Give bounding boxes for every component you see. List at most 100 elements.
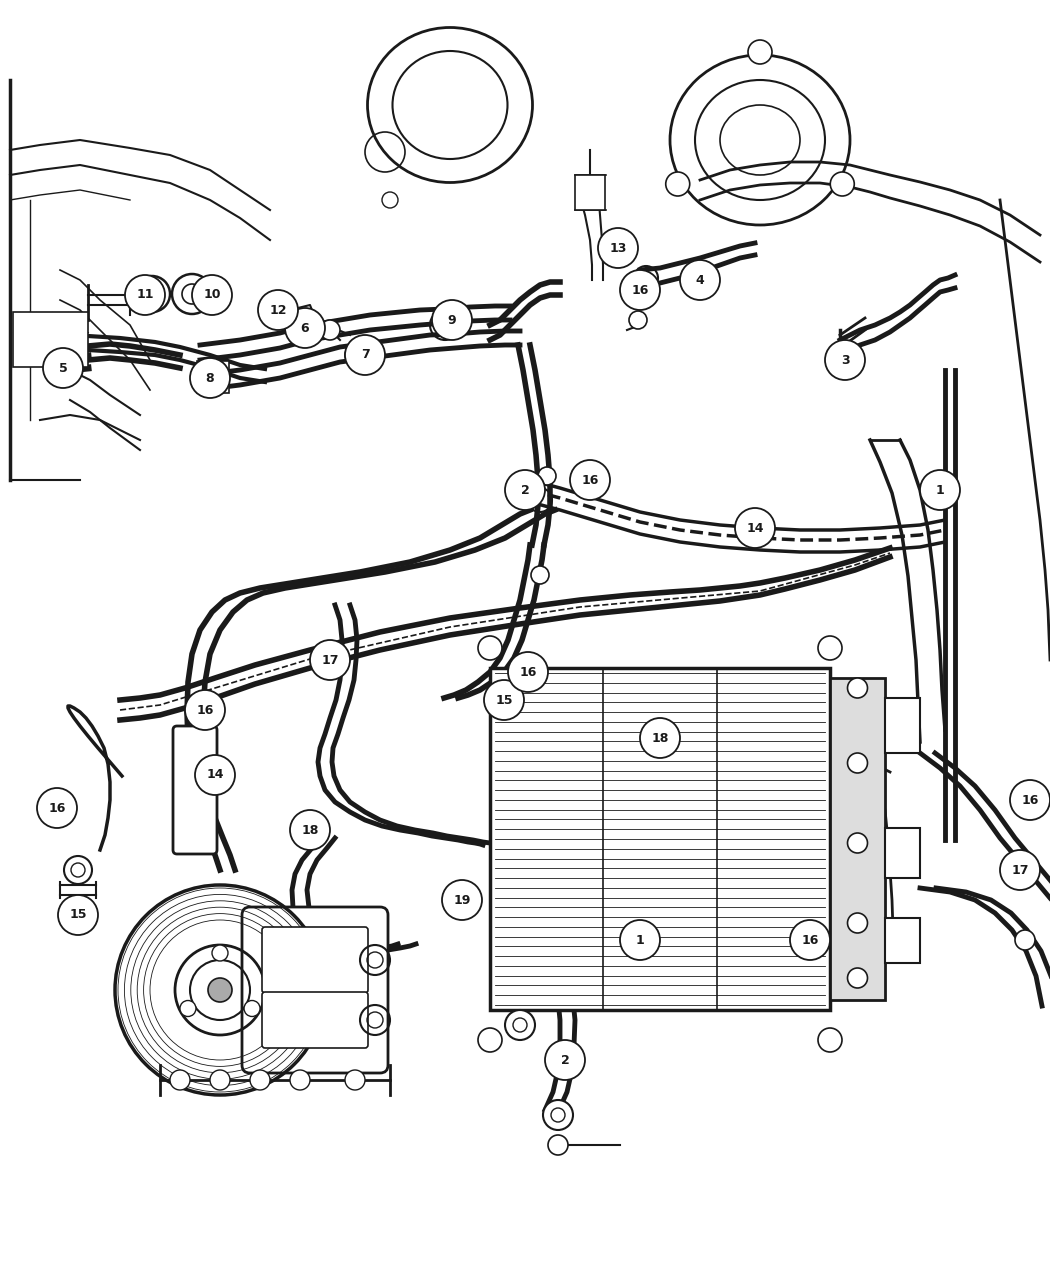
FancyBboxPatch shape — [13, 312, 88, 367]
FancyBboxPatch shape — [885, 697, 920, 754]
FancyBboxPatch shape — [197, 361, 229, 393]
Circle shape — [847, 754, 867, 773]
FancyBboxPatch shape — [490, 668, 830, 1010]
Text: 16: 16 — [582, 473, 598, 487]
Text: 18: 18 — [651, 732, 669, 745]
Text: 18: 18 — [301, 824, 319, 836]
Text: 15: 15 — [69, 909, 87, 922]
Text: 16: 16 — [631, 283, 649, 297]
Circle shape — [508, 652, 548, 692]
Circle shape — [484, 680, 524, 720]
Circle shape — [208, 771, 226, 789]
Circle shape — [818, 636, 842, 660]
Text: 14: 14 — [206, 769, 224, 782]
Circle shape — [244, 1001, 260, 1016]
Text: 13: 13 — [609, 241, 627, 255]
Circle shape — [531, 566, 549, 584]
Circle shape — [666, 172, 690, 196]
Circle shape — [570, 460, 610, 500]
Circle shape — [250, 1070, 270, 1090]
Circle shape — [345, 1070, 365, 1090]
Circle shape — [920, 470, 960, 510]
Circle shape — [847, 913, 867, 933]
Circle shape — [208, 978, 232, 1002]
Text: 6: 6 — [300, 321, 310, 334]
Circle shape — [192, 275, 232, 315]
FancyBboxPatch shape — [885, 918, 920, 963]
Circle shape — [505, 470, 545, 510]
FancyBboxPatch shape — [575, 175, 605, 210]
Text: 1: 1 — [936, 483, 944, 496]
Text: 3: 3 — [841, 353, 849, 366]
Circle shape — [49, 803, 67, 821]
Circle shape — [43, 348, 83, 388]
FancyBboxPatch shape — [885, 827, 920, 878]
Circle shape — [543, 1100, 573, 1130]
Circle shape — [345, 346, 365, 365]
Circle shape — [790, 921, 830, 960]
Circle shape — [37, 788, 77, 827]
Text: 16: 16 — [520, 666, 537, 678]
Text: 19: 19 — [454, 894, 470, 907]
Text: 8: 8 — [206, 371, 214, 385]
Text: 9: 9 — [447, 314, 457, 326]
Circle shape — [320, 320, 340, 340]
Text: 17: 17 — [321, 654, 339, 667]
Circle shape — [432, 300, 472, 340]
Circle shape — [640, 718, 680, 759]
Circle shape — [478, 1028, 502, 1052]
Circle shape — [258, 289, 298, 330]
Circle shape — [125, 275, 165, 315]
Circle shape — [285, 309, 326, 348]
Circle shape — [290, 810, 330, 850]
Circle shape — [345, 335, 385, 375]
Circle shape — [1010, 780, 1050, 820]
Text: 15: 15 — [496, 694, 512, 706]
Circle shape — [478, 636, 502, 660]
Circle shape — [290, 1070, 310, 1090]
FancyBboxPatch shape — [242, 907, 388, 1074]
Circle shape — [185, 690, 225, 731]
Text: 4: 4 — [695, 274, 705, 287]
Text: 16: 16 — [1022, 793, 1038, 807]
Circle shape — [548, 1135, 568, 1155]
Text: 10: 10 — [204, 288, 220, 301]
Text: 16: 16 — [48, 802, 66, 815]
Circle shape — [847, 833, 867, 853]
Circle shape — [58, 895, 98, 935]
Circle shape — [748, 40, 772, 64]
Circle shape — [620, 270, 660, 310]
Circle shape — [1000, 850, 1040, 890]
Circle shape — [505, 1010, 536, 1040]
Circle shape — [180, 1001, 196, 1016]
Text: 17: 17 — [1011, 863, 1029, 876]
Circle shape — [680, 260, 720, 300]
Circle shape — [195, 755, 235, 796]
Text: 11: 11 — [136, 288, 153, 301]
Text: 12: 12 — [269, 303, 287, 316]
Text: 16: 16 — [196, 704, 214, 717]
FancyBboxPatch shape — [262, 992, 368, 1048]
Text: 7: 7 — [360, 348, 370, 362]
Circle shape — [620, 921, 660, 960]
Circle shape — [818, 1028, 842, 1052]
Circle shape — [64, 856, 92, 884]
FancyBboxPatch shape — [173, 725, 217, 854]
Circle shape — [310, 640, 350, 680]
Text: 16: 16 — [801, 933, 819, 946]
Text: 1: 1 — [635, 933, 645, 946]
Circle shape — [598, 228, 638, 268]
Circle shape — [442, 880, 482, 921]
Text: 2: 2 — [521, 483, 529, 496]
Circle shape — [847, 678, 867, 697]
Circle shape — [212, 945, 228, 961]
Circle shape — [847, 968, 867, 988]
FancyBboxPatch shape — [830, 678, 885, 1000]
FancyBboxPatch shape — [262, 927, 368, 993]
Circle shape — [545, 1040, 585, 1080]
Text: 14: 14 — [747, 521, 763, 534]
Circle shape — [1015, 929, 1035, 950]
Text: 2: 2 — [561, 1053, 569, 1066]
Circle shape — [831, 172, 855, 196]
Circle shape — [538, 467, 556, 484]
